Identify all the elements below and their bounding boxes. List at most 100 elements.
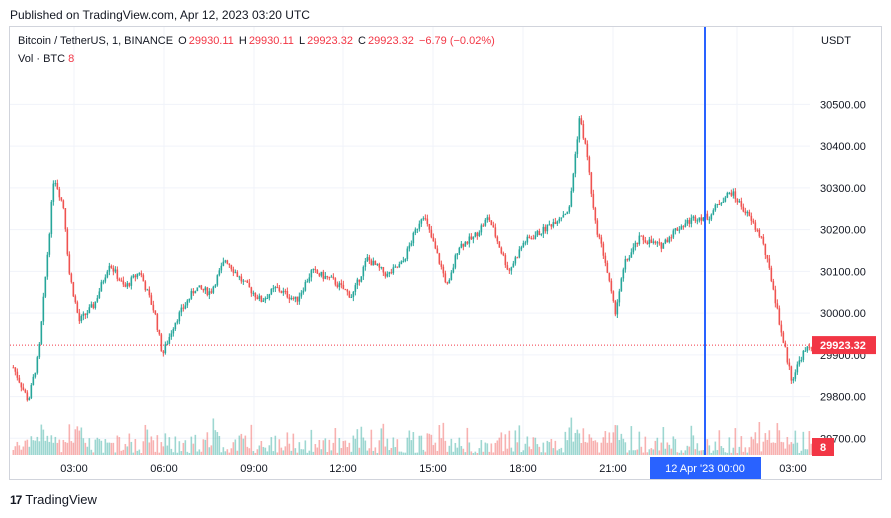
volume-bar [126,446,129,455]
candle-body [750,215,753,221]
candle-body [110,265,113,268]
volume-bar [216,431,219,455]
volume-bar [36,436,39,455]
chart-frame[interactable] [9,26,882,480]
volume-bar [148,442,151,455]
volume-bar [78,430,81,455]
volume-bar [748,447,751,455]
volume-bar [448,445,451,455]
candle-body [808,346,811,348]
volume-bar [434,442,437,455]
volume-bar [660,442,663,455]
volume-bar [236,450,239,455]
candle-body [734,191,737,199]
candle-body [352,291,355,298]
volume-bar [390,447,393,455]
volume-bar [504,434,507,455]
volume-bar [624,442,627,455]
candle-body [286,291,289,298]
candle-body [324,275,327,279]
candle-body [780,324,783,333]
volume-bar [340,448,343,455]
volume-bar [550,438,553,455]
volume-bar [76,426,79,455]
volume-bar [338,438,341,455]
volume-bar [556,450,559,455]
volume-bar [404,452,407,455]
volume-bar [40,424,43,455]
volume-bar [546,440,549,455]
candle-body [60,197,63,201]
volume-bar [676,452,679,455]
volume-bar [650,448,653,455]
low-label: L [298,35,306,47]
volume-bar [446,451,449,455]
candle-body [316,270,319,274]
candle-body [444,273,447,283]
candle-body [186,300,189,306]
y-tick-label: 29800.00 [820,392,866,404]
candle-body [516,257,519,259]
volume-bar [770,442,773,455]
volume-bar [594,440,597,455]
candle-body [726,192,729,198]
volume-bar [554,440,557,455]
candle-body [334,278,337,285]
volume-bar [664,448,667,455]
candle-body [278,287,281,292]
candle-body [508,269,511,271]
candle-body [236,272,239,277]
time-axis[interactable]: 03:00 06:00 09:00 12:00 15:00 18:00 21:00 03:00 [60,463,807,475]
volume-bar [284,446,287,455]
volume-bar [494,442,497,455]
candle-body [312,268,315,271]
volume-bar [406,437,409,455]
volume-bar [782,442,785,455]
candle-body [638,235,641,245]
candle-body [258,295,261,299]
volume-bar [416,452,419,455]
volume-bar [718,430,721,455]
candle-body [632,247,635,253]
currency-label[interactable]: USDT [821,35,851,47]
volume-bar [274,435,277,455]
candle-body [606,262,609,273]
volume-bar [432,445,435,455]
candle-body [692,216,695,218]
volume-bar [94,439,97,455]
volume-bar [100,440,103,455]
candle-body [338,283,341,287]
volume-bar [288,443,291,455]
volume-bar [440,438,443,455]
volume-bar [90,449,93,455]
candle-body [710,214,713,220]
volume-bar [596,442,599,455]
volume-bar [70,441,73,455]
volume-bar [258,445,261,455]
volume-bar [202,439,205,455]
volume-bar [214,430,217,455]
volume-bar [278,439,281,455]
candle-body [778,308,781,325]
volume-bar [766,439,769,455]
candle-body [36,357,39,373]
price-axis[interactable]: 30500.00 30400.00 30300.00 30200.00 30100.00… [820,99,866,445]
volume-bar [742,451,745,455]
volume-bar [454,442,457,455]
candle-body [466,241,469,244]
volume-bar [312,451,315,455]
volume-bar [410,440,413,455]
symbol-label[interactable]: Bitcoin / TetherUS, 1, BINANCE [18,35,174,47]
candle-body [390,272,393,274]
candle-body [568,206,571,212]
last-volume-label: 8 [820,442,826,454]
volume-bar [764,433,767,455]
footer-brand[interactable]: 17 TradingView [10,492,97,507]
y-tick-label: 30300.00 [820,183,866,195]
volume-bar [612,432,615,455]
candle-body [422,218,425,220]
volume-bar [474,451,477,455]
candle-body [712,210,715,215]
candle-body [438,253,441,264]
